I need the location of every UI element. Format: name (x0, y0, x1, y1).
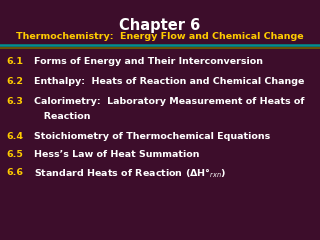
Text: Hess’s Law of Heat Summation: Hess’s Law of Heat Summation (34, 150, 199, 159)
Text: Calorimetry:  Laboratory Measurement of Heats of: Calorimetry: Laboratory Measurement of H… (34, 97, 305, 106)
Text: Standard Heats of Reaction (ΔH°$_{rxn}$): Standard Heats of Reaction (ΔH°$_{rxn}$) (34, 168, 226, 180)
Text: Enthalpy:  Heats of Reaction and Chemical Change: Enthalpy: Heats of Reaction and Chemical… (34, 77, 304, 86)
Text: 6.4: 6.4 (6, 132, 23, 141)
Text: Forms of Energy and Their Interconversion: Forms of Energy and Their Interconversio… (34, 57, 263, 66)
Text: 6.5: 6.5 (6, 150, 23, 159)
Text: Chapter 6: Chapter 6 (119, 18, 201, 33)
Text: Reaction: Reaction (34, 112, 91, 121)
Text: 6.2: 6.2 (6, 77, 23, 86)
Text: 6.1: 6.1 (6, 57, 23, 66)
Text: Thermochemistry:  Energy Flow and Chemical Change: Thermochemistry: Energy Flow and Chemica… (16, 32, 304, 41)
Text: Stoichiometry of Thermochemical Equations: Stoichiometry of Thermochemical Equation… (34, 132, 270, 141)
Text: 6.6: 6.6 (6, 168, 23, 177)
Text: 6.3: 6.3 (6, 97, 23, 106)
